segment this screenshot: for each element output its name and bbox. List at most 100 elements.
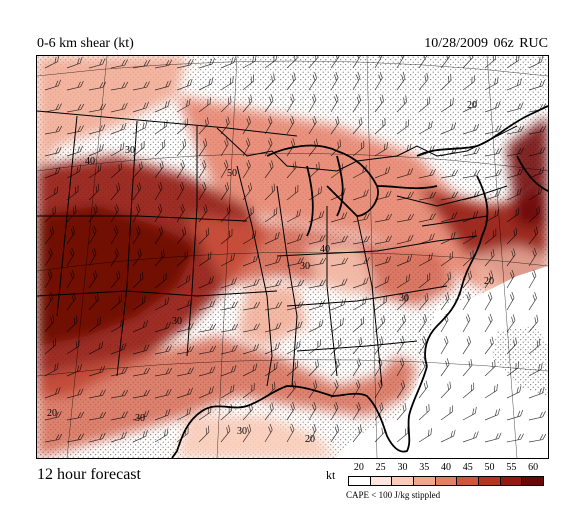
wind-barb xyxy=(264,423,273,443)
wind-barb xyxy=(198,57,216,69)
wind-barb xyxy=(528,411,546,421)
wind-barb xyxy=(88,103,107,113)
contour-label: 20 xyxy=(47,408,57,419)
wind-barb xyxy=(88,183,100,201)
wind-barb xyxy=(330,317,344,333)
wind-barb xyxy=(462,147,480,157)
wind-barb xyxy=(462,406,477,421)
wind-barb xyxy=(418,169,436,179)
wind-barb xyxy=(44,166,61,179)
wind-barb xyxy=(396,143,412,157)
wind-barb xyxy=(66,292,76,311)
wind-barb xyxy=(198,204,208,223)
wind-barb xyxy=(88,204,98,223)
contour-label: 30 xyxy=(237,426,247,437)
wind-barb xyxy=(220,75,234,91)
wind-barb xyxy=(132,389,151,399)
wind-barb xyxy=(242,363,258,377)
wind-barb xyxy=(110,343,127,355)
wind-barb xyxy=(220,228,233,245)
wind-barb xyxy=(440,98,454,113)
wind-barb xyxy=(264,342,280,355)
wind-barb xyxy=(374,255,392,267)
wind-barb xyxy=(484,169,502,179)
wind-barb xyxy=(44,292,53,311)
wind-barb xyxy=(352,94,362,113)
wind-barb xyxy=(198,159,207,179)
wind-barbs xyxy=(44,56,547,443)
wind-barb xyxy=(484,249,495,267)
wind-barb xyxy=(462,358,473,377)
wind-barb xyxy=(330,235,349,245)
wind-barb xyxy=(506,314,516,333)
wind-barb xyxy=(176,58,194,69)
legend-swatch xyxy=(522,477,544,485)
wind-barb xyxy=(66,145,83,157)
wind-barb xyxy=(484,101,501,113)
wind-barb xyxy=(440,231,456,245)
wind-barb xyxy=(220,384,235,399)
wind-barb xyxy=(264,73,275,91)
wind-barb xyxy=(330,401,339,421)
wind-barb xyxy=(176,367,194,377)
wind-barb xyxy=(396,314,406,333)
wind-barb xyxy=(308,186,323,201)
wind-barb xyxy=(506,147,525,157)
wind-barb xyxy=(154,181,163,201)
wind-barb xyxy=(374,56,383,69)
wind-barb xyxy=(330,93,339,113)
wind-barb xyxy=(220,277,237,289)
wind-barb xyxy=(528,146,546,157)
wind-barb xyxy=(440,271,452,289)
wind-barb xyxy=(242,254,259,267)
wind-barb xyxy=(198,323,217,333)
wind-barb xyxy=(154,367,173,377)
contour-label: 50 xyxy=(227,168,237,179)
wind-barb xyxy=(110,59,128,69)
wind-barb xyxy=(242,383,255,399)
wind-barb xyxy=(484,384,498,399)
wind-barb xyxy=(220,95,232,113)
wind-barb xyxy=(286,360,298,377)
wind-barb xyxy=(220,404,232,421)
wind-barb xyxy=(374,166,391,179)
wind-barb xyxy=(330,424,340,443)
shear-map: 20 40 30 50 40 30 20 30 30 30 30 20 20 xyxy=(36,55,549,459)
wind-barb xyxy=(264,231,280,245)
wind-barb xyxy=(374,336,384,355)
wind-barb xyxy=(528,292,537,311)
wind-barb xyxy=(154,345,172,355)
wind-barb xyxy=(528,387,545,399)
wind-barb xyxy=(330,116,340,135)
wind-barb xyxy=(418,145,435,157)
wind-barb xyxy=(528,269,537,289)
wind-barb xyxy=(198,386,214,399)
wind-barb xyxy=(242,343,260,355)
wind-barb xyxy=(462,382,475,399)
wind-barb xyxy=(44,247,53,267)
wind-barb xyxy=(308,257,327,267)
wind-barb xyxy=(66,247,75,267)
wind-barb xyxy=(110,203,119,223)
wind-barb xyxy=(308,339,321,355)
wind-barb xyxy=(44,338,57,355)
wind-barb xyxy=(308,72,317,91)
wind-barb xyxy=(66,364,82,377)
wind-barb xyxy=(440,191,459,201)
wind-barb xyxy=(440,335,449,355)
wind-barb xyxy=(506,385,522,399)
wind-barb xyxy=(506,269,515,289)
wind-barb xyxy=(462,75,475,91)
wind-barb xyxy=(286,161,297,179)
wind-barb xyxy=(44,56,60,69)
wind-barb xyxy=(396,274,410,289)
wind-barb xyxy=(198,300,216,311)
wind-barb xyxy=(462,99,478,113)
wind-barb xyxy=(286,233,303,245)
legend-ticks: 20 25 30 35 40 45 50 55 60 xyxy=(348,462,544,476)
wind-barb xyxy=(308,359,319,377)
wind-barb xyxy=(132,81,150,91)
wind-barb xyxy=(154,297,170,311)
wind-barb xyxy=(88,81,107,91)
wind-barb xyxy=(440,122,457,135)
